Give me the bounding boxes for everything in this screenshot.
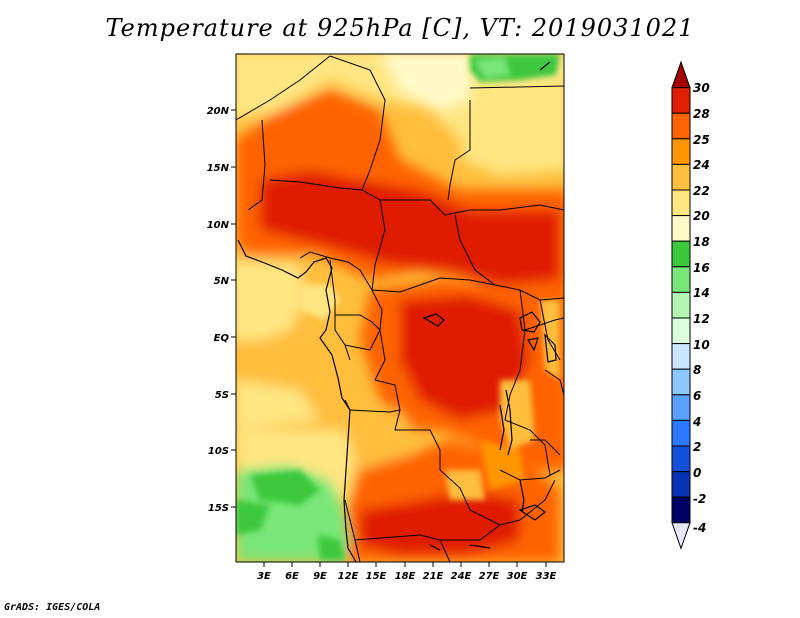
lon-tick-label: 12E	[338, 571, 359, 582]
colorbar-segment	[671, 471, 691, 498]
grads-credit: GrADS: IGES/COLA	[4, 602, 101, 613]
colorbar-segment	[671, 317, 691, 345]
map-frame	[235, 53, 565, 563]
lat-tick-label: 15N	[207, 163, 230, 174]
colorbar-label: 8	[693, 363, 701, 377]
lon-tick-label: 18E	[395, 571, 416, 582]
colorbar-label: 20	[693, 209, 710, 223]
lat-tick-label: 20N	[207, 106, 230, 117]
colorbar-label: 2	[693, 440, 701, 454]
lat-tick-label: 10S	[208, 446, 229, 457]
colorbar-segment	[671, 394, 691, 421]
colorbar-segment	[671, 240, 691, 268]
colorbar-labels: 30 28 25 24 22 20 18 16 14 12 10 8 6 4 2…	[692, 81, 710, 535]
colorbar-segment	[671, 419, 691, 447]
colorbar-label: 18	[693, 235, 710, 249]
colorbar-segment	[671, 291, 691, 319]
colorbar-segment	[671, 215, 691, 242]
lon-tick-label: 24E	[451, 571, 472, 582]
coastlines	[237, 61, 557, 562]
lon-tick-label: 27E	[479, 571, 500, 582]
lat-tick-label: 15S	[208, 503, 229, 514]
colorbar-label: 24	[693, 158, 710, 172]
colorbar-max-triangle	[671, 60, 691, 89]
colorbar-label: -2	[693, 492, 706, 506]
lat-tick-label: EQ	[214, 333, 230, 344]
colorbar-label: 14	[693, 286, 710, 300]
lon-tick-label: 6E	[285, 571, 299, 582]
lat-axis: 20N 15N 10N 5N EQ 5S 10S 15S	[207, 106, 236, 514]
temperature-field	[236, 54, 564, 562]
colorbar-segment	[671, 445, 691, 473]
lon-tick-label: 21E	[423, 571, 444, 582]
colorbar-segment	[671, 496, 691, 524]
colorbar-segment	[671, 87, 691, 114]
colorbar-label: 6	[693, 389, 701, 403]
lon-tick-label: 3E	[257, 571, 271, 582]
lon-tick-label: 30E	[507, 571, 528, 582]
colorbar-segment	[671, 266, 691, 293]
colorbar-label: 0	[693, 466, 701, 480]
colorbar-label: 4	[692, 415, 701, 429]
colorbar-label: 25	[693, 133, 710, 147]
colorbar-segment	[671, 138, 691, 165]
lat-tick-label: 5S	[215, 390, 229, 401]
colorbar-label: 10	[693, 338, 710, 352]
colorbar-segment	[671, 112, 691, 140]
colorbar-label: 22	[693, 184, 710, 198]
colorbar-min-triangle	[671, 522, 691, 550]
lat-tick-label: 5N	[214, 276, 230, 287]
colorbar-label: 12	[693, 312, 710, 326]
colorbar-segment	[671, 368, 691, 396]
colorbar-segment	[671, 163, 691, 191]
lon-tick-label: 9E	[313, 571, 327, 582]
lon-tick-label: 33E	[536, 571, 557, 582]
colorbar	[671, 60, 691, 550]
lat-tick-label: 10N	[207, 220, 230, 231]
colorbar-label: 30	[693, 81, 710, 95]
colorbar-label: 16	[693, 261, 710, 275]
colorbar-segment	[671, 343, 691, 370]
colorbar-label: -4	[693, 521, 706, 535]
lon-axis: 3E 6E 9E 12E 15E 18E 21E 24E 27E 30E 33E	[257, 562, 557, 582]
lon-tick-label: 15E	[366, 571, 387, 582]
colorbar-segment	[671, 189, 691, 217]
country-borders	[236, 55, 564, 562]
colorbar-label: 28	[693, 107, 710, 121]
map-title: Temperature at 925hPa [C], VT: 201903102…	[105, 14, 695, 42]
